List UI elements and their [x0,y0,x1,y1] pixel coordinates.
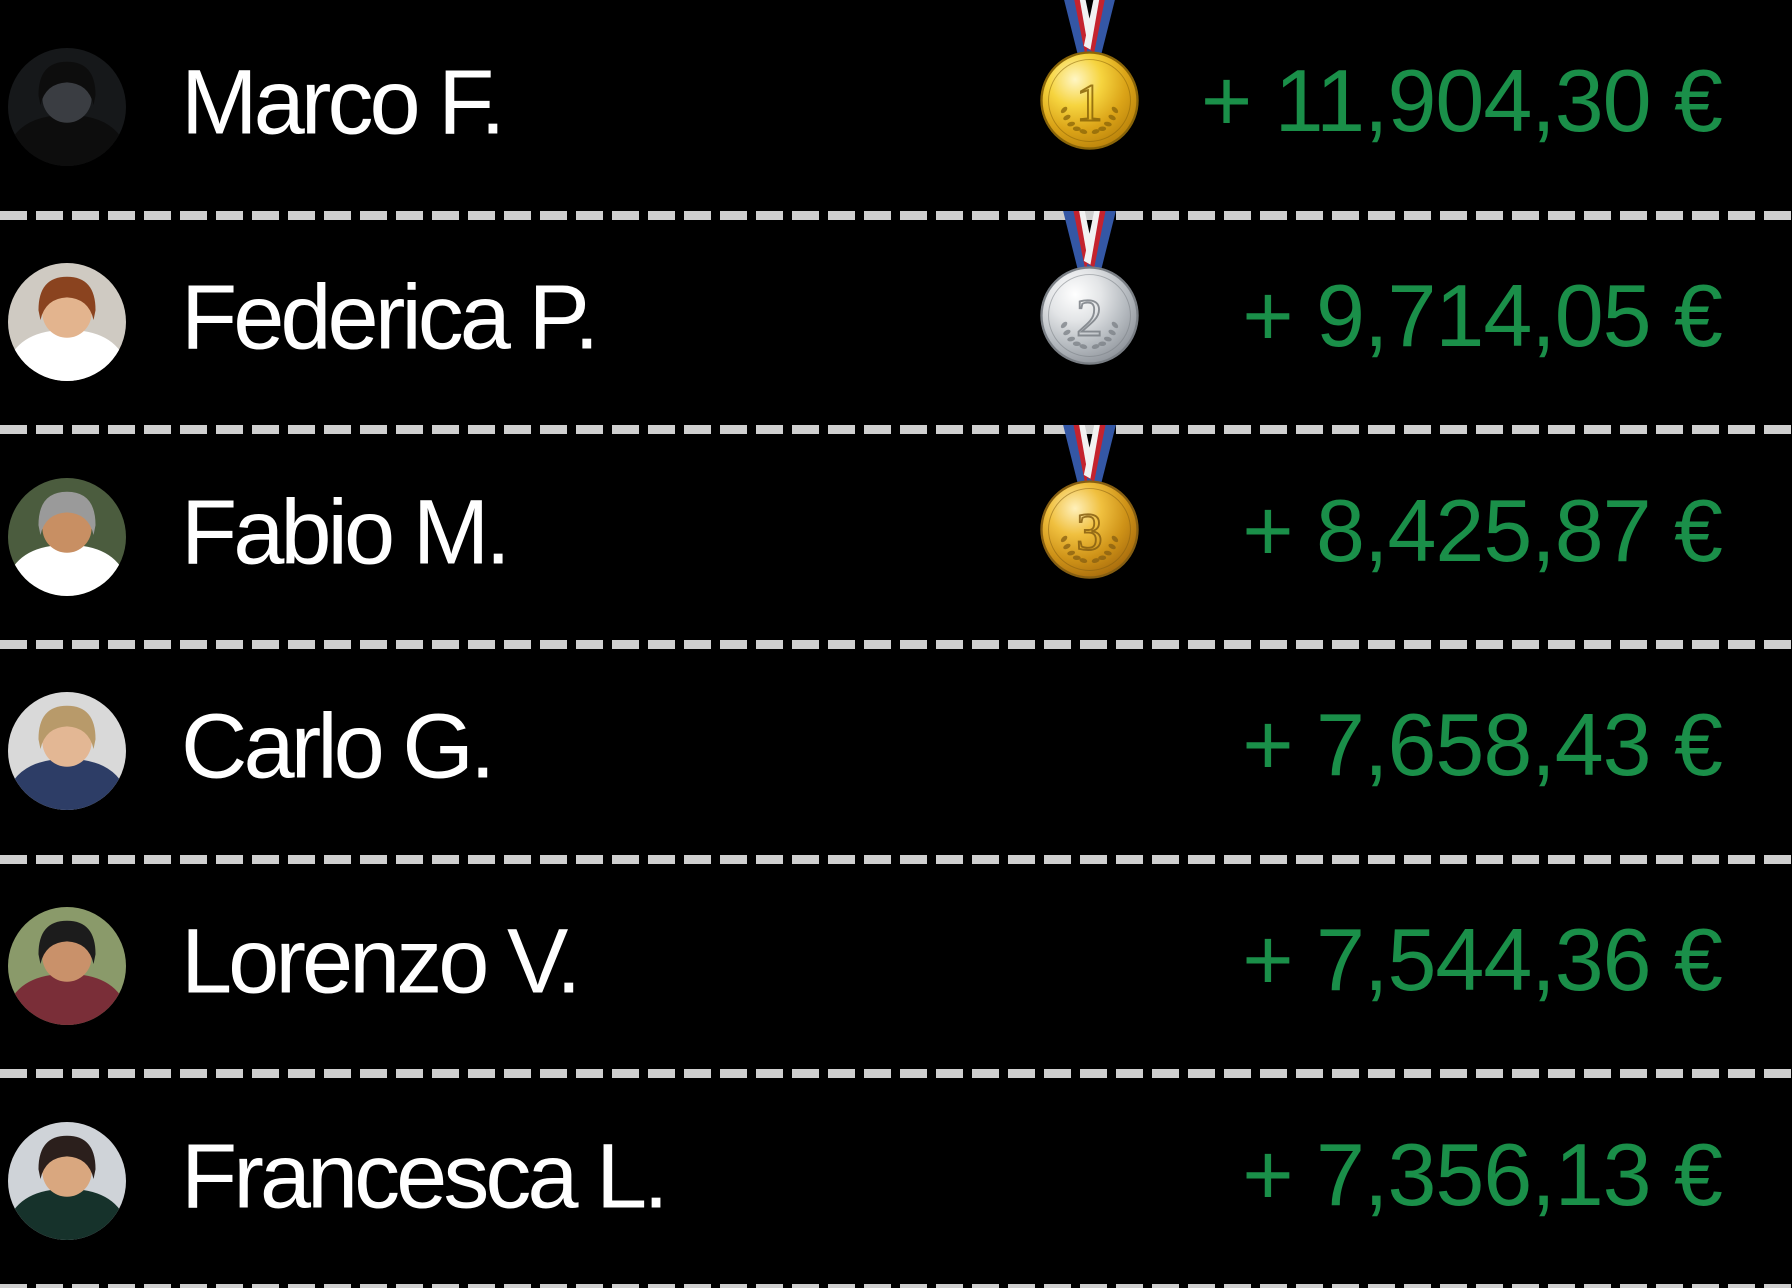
svg-text:3: 3 [1076,504,1102,562]
svg-text:2: 2 [1076,289,1102,347]
svg-text:1: 1 [1076,74,1102,132]
